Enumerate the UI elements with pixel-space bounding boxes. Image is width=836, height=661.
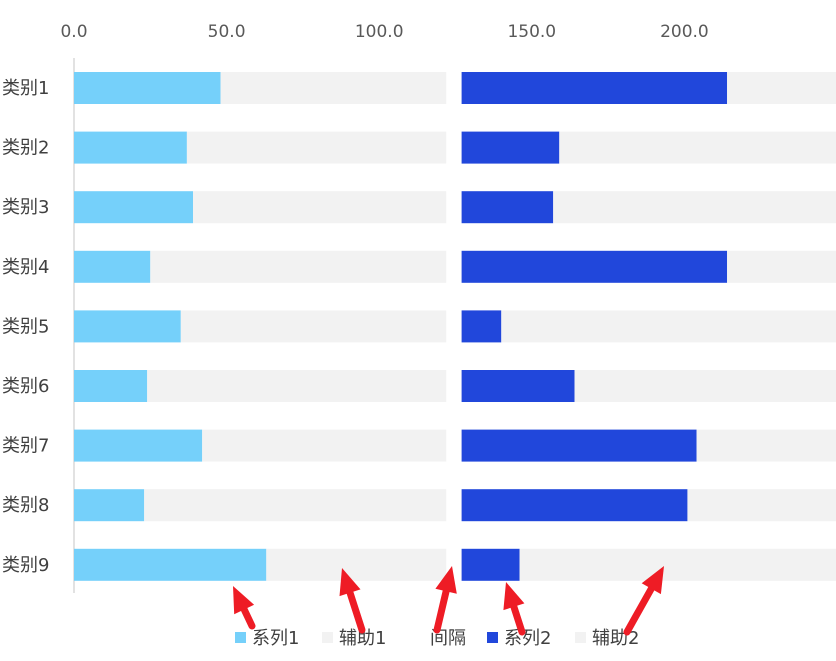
category-label: 类别1 [2, 78, 49, 99]
x-tick-label: 100.0 [355, 22, 404, 42]
category-label: 类别5 [2, 316, 49, 337]
annotation-arrow-head [339, 568, 361, 597]
bar-segment [461, 429, 697, 462]
bar-segment [687, 489, 836, 522]
bar-segment [74, 489, 145, 522]
category-label: 类别6 [2, 376, 49, 397]
x-tick-label: 200.0 [660, 22, 709, 42]
bar-segment [461, 250, 728, 283]
annotation-arrow-head [503, 582, 525, 611]
bar-segment [446, 131, 462, 164]
bar-segment [446, 370, 462, 402]
bar-segment [147, 370, 447, 402]
bar-segment [446, 72, 462, 104]
bar-segment [150, 250, 447, 283]
bars [74, 72, 836, 581]
legend-label: 间隔 [430, 628, 466, 649]
bar-segment [74, 72, 221, 104]
bar-segment [446, 429, 462, 462]
bar-segment [461, 131, 560, 164]
x-tick-label: 50.0 [208, 22, 246, 42]
category-label: 类别2 [2, 138, 49, 159]
category-label: 类别8 [2, 495, 49, 516]
legend-swatch [575, 632, 586, 643]
bar-segment [74, 310, 181, 343]
annotation-arrows [233, 566, 664, 636]
bar-segment [461, 191, 554, 224]
legend: 系列1 辅助1 间隔 系列2 辅助2 [235, 628, 639, 649]
bar-segment [461, 489, 688, 522]
legend-label: 系列2 [504, 628, 551, 649]
bar-segment [74, 131, 187, 164]
bar-segment [553, 191, 836, 224]
x-tick-label: 150.0 [507, 22, 556, 42]
bar-segment [574, 370, 836, 402]
bar-segment [461, 72, 728, 104]
annotation-arrow-head [435, 566, 457, 594]
annotation-arrow-shaft [433, 587, 450, 634]
bar-segment [727, 250, 836, 283]
bar-segment [220, 72, 447, 104]
x-axis-tick-labels: 0.0 50.0 100.0 150.0 200.0 [60, 22, 708, 42]
legend-label: 辅助2 [592, 628, 639, 649]
bar-segment [461, 370, 575, 402]
bar-segment [144, 489, 447, 522]
bar-segment [202, 429, 447, 462]
annotation-arrow-shaft [510, 603, 526, 636]
bar-segment [461, 310, 502, 343]
category-label: 类别4 [2, 257, 49, 278]
category-label: 类别9 [2, 555, 49, 576]
legend-label: 辅助1 [339, 628, 386, 649]
bar-segment [74, 370, 148, 402]
bar-segment [559, 131, 836, 164]
bar-segment [193, 191, 447, 224]
bar-segment [74, 191, 193, 224]
annotation-arrow-shaft [346, 589, 366, 634]
bar-segment [446, 250, 462, 283]
bar-segment [446, 191, 462, 224]
bar-segment [696, 429, 836, 462]
bar-segment [186, 131, 447, 164]
bar-segment [266, 548, 447, 581]
y-axis-category-labels: 类别1 类别2 类别3 类别4 类别5 类别6 类别7 类别8 类别9 [2, 78, 49, 576]
category-label: 类别7 [2, 436, 49, 457]
annotation-arrow-shaft [240, 606, 256, 630]
bar-segment [74, 429, 203, 462]
bar-segment [727, 72, 836, 104]
bar-segment [501, 310, 836, 343]
legend-swatch [487, 632, 498, 643]
x-tick-label: 0.0 [60, 22, 87, 42]
annotation-arrow-head [641, 566, 664, 595]
bar-segment [461, 548, 520, 581]
bar-segment [74, 548, 267, 581]
category-label: 类别3 [2, 197, 49, 218]
bar-segment [446, 310, 462, 343]
bar-segment [519, 548, 836, 581]
bar-segment [180, 310, 447, 343]
annotation-arrow-head [233, 586, 255, 615]
bar-segment [74, 250, 151, 283]
bar-segment [446, 489, 462, 522]
legend-swatch [322, 632, 333, 643]
annotation-arrow-shaft [623, 585, 655, 636]
legend-label: 系列1 [252, 628, 299, 649]
legend-swatch [235, 632, 246, 643]
